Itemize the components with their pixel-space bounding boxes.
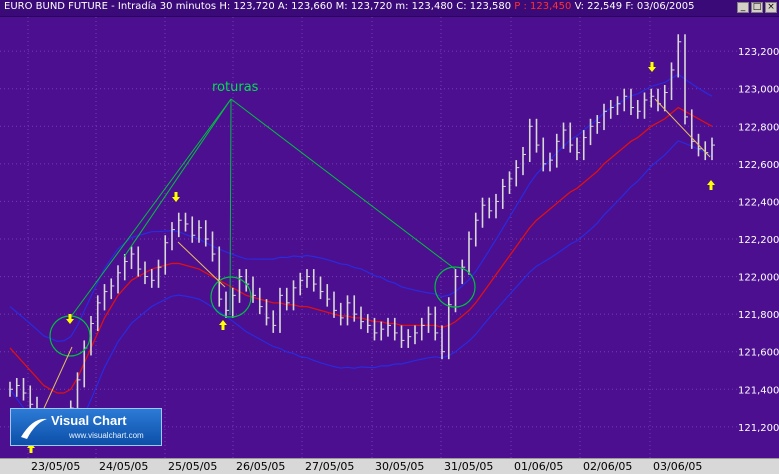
break-circle-1 [210, 276, 252, 318]
stat-5: P : 123,450 [511, 1, 572, 12]
title-bar[interactable]: EURO BUND FUTURE - Intradía 30 minutos H… [0, 0, 779, 17]
stat-0: H: 123,720 [219, 1, 275, 12]
signal-arrow-1 [172, 192, 180, 202]
maximize-button[interactable]: □ [751, 2, 763, 13]
signal-arrow-4 [707, 180, 715, 190]
stat-6: V: 22,549 [571, 1, 623, 12]
stat-2: M: 123,720 [332, 1, 393, 12]
trendline-2 [654, 98, 711, 158]
stat-3: m: 123,480 [392, 1, 454, 12]
visual-chart-logo: Visual Chart www.visualchart.com [10, 408, 162, 446]
minimize-button[interactable]: _ [737, 2, 749, 13]
price-bars [9, 34, 715, 439]
ytick-6: 122,000 [738, 273, 779, 284]
roturas-pointer-3 [230, 98, 456, 270]
date-axis: 23/05/05 24/05/05 25/05/05 26/05/05 27/05/05… [0, 458, 779, 474]
annotations [27, 62, 715, 453]
date-label-8: 02/06/05 [583, 460, 633, 473]
break-circle-2 [434, 266, 476, 308]
price-axis: 123,200 123,000 122,800 122,600 122,400 122,2… [738, 47, 779, 434]
date-label-4: 27/05/05 [305, 460, 355, 473]
logo-swoosh-icon [21, 418, 47, 439]
date-label-7: 01/06/05 [514, 460, 564, 473]
roturas-label: roturas [212, 80, 259, 95]
signal-arrow-2 [219, 320, 227, 330]
close-button[interactable]: × [765, 2, 777, 13]
stat-7: F: 03/06/2005 [622, 1, 695, 12]
stat-1: A: 123,660 [274, 1, 333, 12]
date-label-9: 03/06/05 [653, 460, 703, 473]
ytick-7: 121,800 [738, 310, 779, 321]
trendline-1 [177, 241, 226, 288]
trendline-0 [39, 346, 73, 418]
signal-arrow-0 [66, 314, 74, 324]
ytick-9: 121,400 [738, 385, 779, 396]
price-chart[interactable]: 123,200 123,000 122,800 122,600 122,400 122,2… [0, 17, 779, 458]
logo-title: Visual Chart [51, 413, 127, 428]
date-label-0: 23/05/05 [31, 460, 81, 473]
ytick-5: 122,200 [738, 235, 779, 246]
ytick-10: 121,200 [738, 423, 779, 434]
lower-band [9, 140, 713, 446]
signal-arrow-3 [648, 62, 656, 72]
instrument-title: EURO BUND FUTURE - Intradía 30 minutos [4, 1, 217, 12]
ytick-3: 122,600 [738, 160, 779, 171]
stat-4: C: 123,580 [453, 1, 512, 12]
ytick-1: 123,000 [738, 85, 779, 96]
date-label-2: 25/05/05 [168, 460, 218, 473]
date-label-3: 26/05/05 [236, 460, 286, 473]
date-label-5: 30/05/05 [375, 460, 425, 473]
date-label-6: 31/05/05 [444, 460, 494, 473]
roturas-pointer-1 [123, 98, 232, 258]
roturas-pointer-0 [69, 98, 232, 319]
title-text: EURO BUND FUTURE - Intradía 30 minutos H… [4, 1, 695, 12]
ytick-4: 122,400 [738, 197, 779, 208]
ytick-8: 121,600 [738, 348, 779, 359]
roturas-pointer-2 [229, 98, 232, 316]
plot-background [0, 17, 779, 458]
ytick-0: 123,200 [738, 47, 779, 58]
date-label-1: 24/05/05 [99, 460, 149, 473]
ohlc-stats: H: 123,720 A: 123,660 M: 123,720 m: 123,… [219, 1, 694, 12]
ytick-2: 122,800 [738, 122, 779, 133]
logo-url: www.visualchart.com [69, 431, 144, 440]
